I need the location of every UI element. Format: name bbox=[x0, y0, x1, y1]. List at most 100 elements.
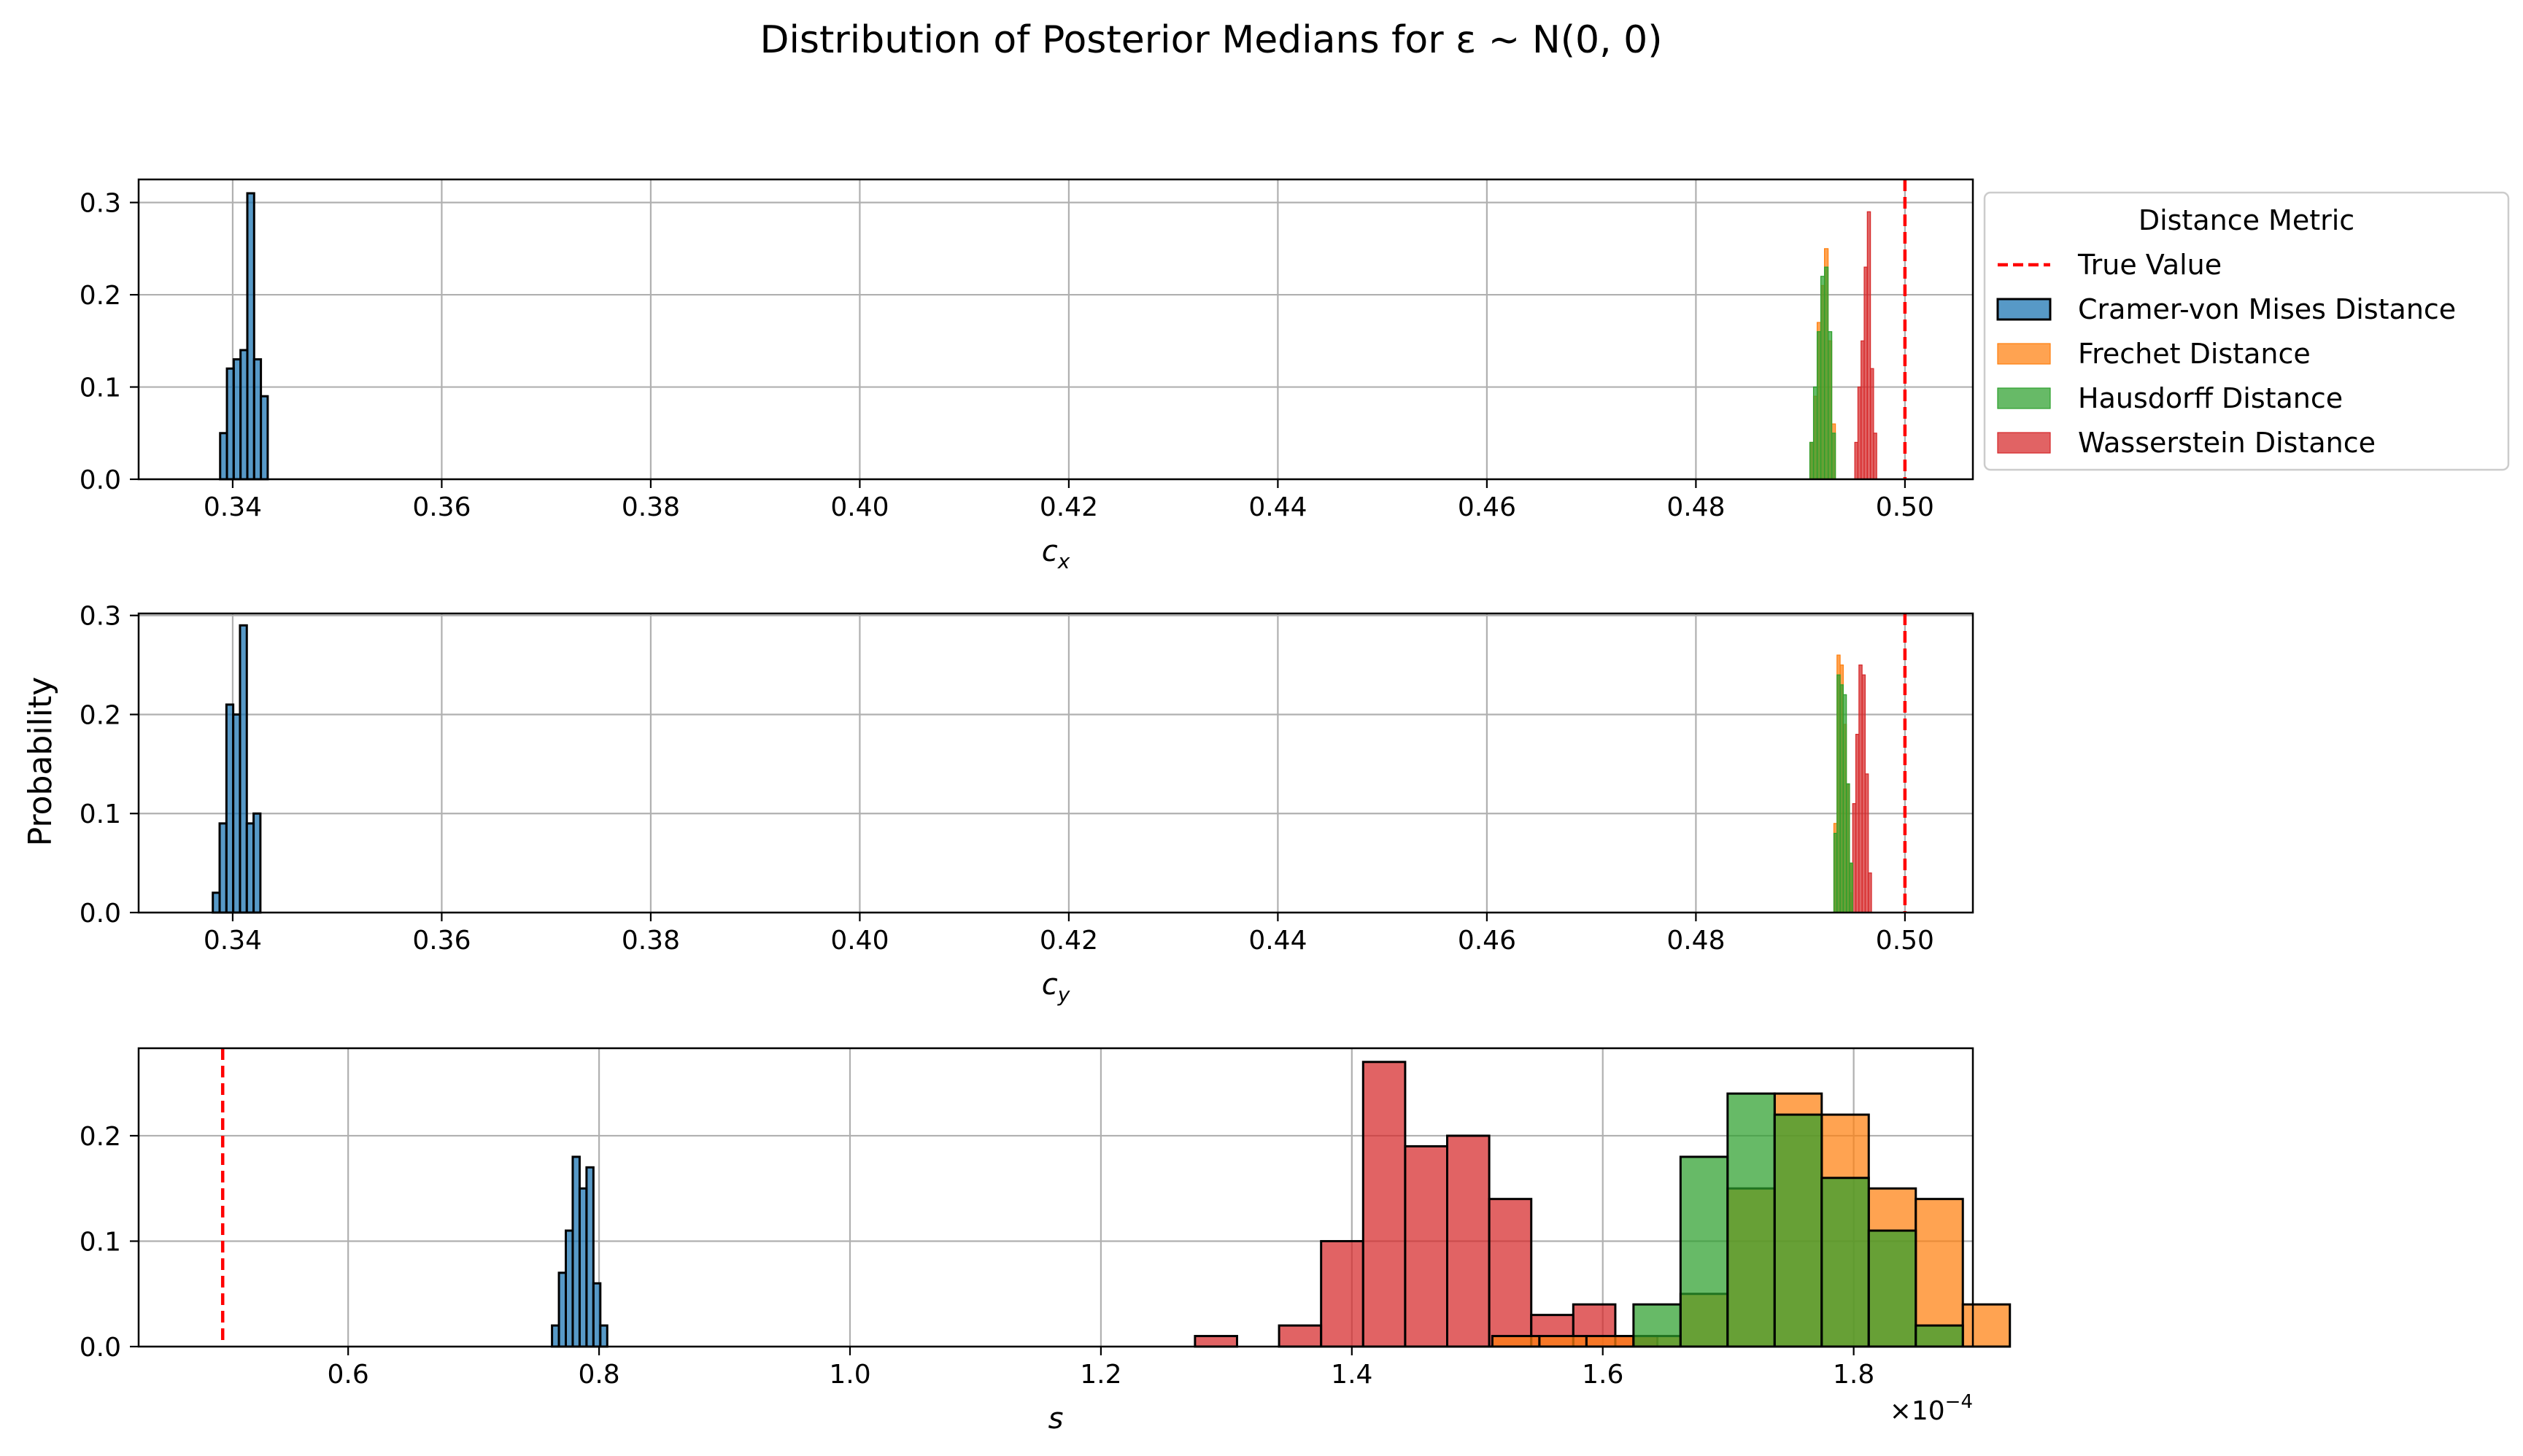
scale-multiplier: ×10−4 bbox=[1890, 1391, 1973, 1426]
y-tick-label: 0.2 bbox=[80, 281, 121, 311]
histogram-bar bbox=[260, 395, 269, 481]
x-tick-label: 1.2 bbox=[1080, 1360, 1121, 1390]
histogram-bar bbox=[1833, 832, 1838, 913]
histogram-bar bbox=[1858, 664, 1863, 913]
y-tick-label: 0.2 bbox=[80, 1122, 121, 1152]
y-tick-label: 0.1 bbox=[80, 1227, 121, 1257]
legend-label: Wasserstein Distance bbox=[2078, 427, 2376, 459]
histogram-bar bbox=[1870, 368, 1874, 480]
x-tick-label: 0.34 bbox=[204, 492, 262, 522]
x-tick-label: 1.0 bbox=[829, 1360, 870, 1390]
x-tick-label: 0.42 bbox=[1040, 492, 1098, 522]
histogram-bar bbox=[1320, 1239, 1364, 1348]
histogram-bar bbox=[1446, 1134, 1491, 1348]
histogram-bar bbox=[1849, 862, 1853, 913]
histogram-bar bbox=[1816, 331, 1822, 480]
x-tick-label: 0.38 bbox=[622, 926, 680, 956]
histogram-bar bbox=[1773, 1113, 1823, 1348]
x-tick-label: 0.48 bbox=[1666, 492, 1725, 522]
histogram-bar bbox=[1857, 386, 1862, 480]
x-axis-label: s bbox=[1048, 1402, 1064, 1436]
histogram-bar bbox=[1854, 441, 1859, 480]
legend-label: True Value bbox=[2077, 249, 2222, 281]
histogram-bar bbox=[1632, 1303, 1682, 1348]
histogram-bar bbox=[1831, 433, 1836, 480]
histogram-bar bbox=[1873, 433, 1877, 480]
plot-area bbox=[139, 1048, 1973, 1347]
axes-frame bbox=[137, 612, 1974, 914]
histogram-bar bbox=[1861, 674, 1866, 913]
grid bbox=[139, 613, 1973, 914]
x-tick-label: 1.6 bbox=[1582, 1360, 1623, 1390]
legend-swatch bbox=[1997, 387, 2051, 409]
histogram-bar bbox=[1820, 276, 1825, 480]
histogram-bar bbox=[1864, 773, 1869, 913]
legend-label: Cramer-von Mises Distance bbox=[2078, 293, 2456, 325]
axes-frame bbox=[137, 178, 1974, 481]
y-tick-label: 0.1 bbox=[80, 799, 121, 829]
histogram-bar bbox=[1915, 1324, 1964, 1348]
histogram-bar bbox=[1585, 1335, 1635, 1348]
legend-entry: Wasserstein Distance bbox=[1997, 427, 2376, 459]
x-tick-label: 0.42 bbox=[1040, 926, 1098, 956]
x-tick-label: 0.48 bbox=[1666, 926, 1725, 956]
histogram-bar bbox=[1488, 1198, 1533, 1348]
x-tick-label: 0.40 bbox=[830, 492, 889, 522]
x-tick-label: 0.36 bbox=[412, 926, 471, 956]
histogram-bar bbox=[1839, 684, 1844, 913]
histogram-bar bbox=[1538, 1335, 1588, 1348]
legend-swatch bbox=[1997, 343, 2051, 365]
y-tick-label: 0.1 bbox=[80, 373, 121, 403]
histogram-bar bbox=[1863, 266, 1868, 480]
grid bbox=[139, 179, 1973, 481]
histogram-bar bbox=[1868, 872, 1872, 913]
y-tick-label: 0.3 bbox=[80, 189, 121, 219]
histogram-bar bbox=[1866, 211, 1871, 480]
legend-entry: Hausdorff Distance bbox=[1997, 382, 2343, 414]
histogram-bar bbox=[252, 812, 262, 914]
x-tick-label: 0.50 bbox=[1876, 492, 1934, 522]
x-tick-label: 0.34 bbox=[204, 926, 262, 956]
subplot-cx: 0.34 0.36 0.38 0.40 0.42 0.44 0.46 0.48 0.50 0.0 0… bbox=[80, 178, 1974, 573]
histogram-bar bbox=[1828, 331, 1833, 480]
histogram-bar bbox=[1846, 783, 1850, 913]
legend: Distance Metric True Value Cramer-von Mis… bbox=[1983, 191, 2510, 471]
y-tick-label: 0.0 bbox=[80, 465, 121, 495]
y-tick-label: 0.0 bbox=[80, 1333, 121, 1363]
histogram-bar bbox=[1679, 1155, 1729, 1348]
legend-box bbox=[1983, 191, 2510, 471]
x-tick-label: 0.40 bbox=[830, 926, 889, 956]
histogram-bar bbox=[599, 1324, 608, 1348]
axes-frame bbox=[137, 1047, 1974, 1348]
subplot-s: 0.6 0.8 1.0 1.2 1.4 1.6 1.8 0.0 0.1 0.2 s ×10−4 bbox=[80, 1047, 2012, 1436]
histogram-bars bbox=[212, 624, 1872, 914]
histogram-bars bbox=[551, 1061, 2012, 1348]
y-tick-label: 0.3 bbox=[80, 602, 121, 632]
x-tick-label: 0.8 bbox=[578, 1360, 619, 1390]
histogram-bar bbox=[1852, 803, 1857, 913]
y-axis-label: Probability bbox=[22, 677, 59, 847]
y-tick-label: 0.2 bbox=[80, 700, 121, 730]
histogram-bar bbox=[1491, 1335, 1541, 1348]
plot-area bbox=[139, 613, 1973, 913]
histogram-bar bbox=[1842, 694, 1847, 913]
x-axis-label: cy bbox=[1042, 968, 1070, 1007]
x-tick-label: 0.36 bbox=[412, 492, 471, 522]
legend-swatch bbox=[1997, 432, 2051, 454]
x-tick-label: 0.38 bbox=[622, 492, 680, 522]
x-axis-label: cx bbox=[1042, 535, 1070, 573]
chart-title: Distribution of Posterior Medians for ε … bbox=[760, 18, 1662, 62]
legend-title: Distance Metric bbox=[2138, 204, 2354, 236]
histogram-bar bbox=[1961, 1303, 2012, 1348]
histogram-bar bbox=[1823, 266, 1829, 480]
x-tick-label: 0.44 bbox=[1248, 492, 1307, 522]
histogram-bar bbox=[1278, 1324, 1323, 1348]
histogram-bar bbox=[1836, 674, 1841, 913]
y-tick-label: 0.0 bbox=[80, 899, 121, 929]
histogram-bar bbox=[1812, 386, 1818, 480]
subplot-cy: 0.34 0.36 0.38 0.40 0.42 0.44 0.46 0.48 0.50 0.0 0… bbox=[80, 602, 1974, 1007]
histogram-bar bbox=[1867, 1229, 1917, 1348]
plot-area bbox=[139, 179, 1973, 479]
x-tick-label: 0.44 bbox=[1248, 926, 1307, 956]
